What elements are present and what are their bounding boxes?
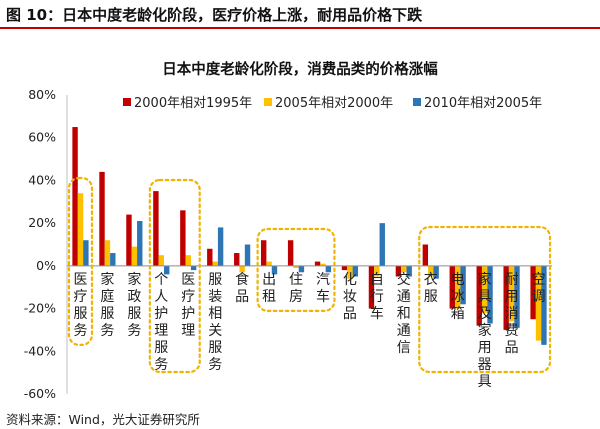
bar-3 <box>433 265 439 279</box>
legend-label-3: 2010年相对2005年 <box>424 96 542 111</box>
bar-3 <box>164 265 170 275</box>
y-tick-label: -60% <box>24 386 56 401</box>
bar-2 <box>104 240 111 266</box>
category-label: 家具及家用器具 <box>478 271 492 390</box>
bar-1 <box>234 253 240 266</box>
bar-2 <box>347 265 353 279</box>
bar-2 <box>185 255 191 266</box>
bar-2 <box>401 265 407 273</box>
bar-3 <box>271 265 278 275</box>
bar-3 <box>352 265 359 277</box>
bar-2 <box>481 265 488 313</box>
legend-label-2: 2005年相对2000年 <box>275 96 393 111</box>
bar-1 <box>99 171 105 266</box>
header-bar: 图 10：日本中度老龄化阶段，医疗价格上涨，耐用品价格下跌 <box>0 0 600 29</box>
bar-1 <box>395 265 402 277</box>
source-note: 资料来源：Wind，光大证券研究所 <box>6 412 200 427</box>
legend-swatch-3 <box>413 98 421 106</box>
category-label: 电冰箱 <box>451 272 465 322</box>
bar-3 <box>137 221 143 266</box>
bar-1 <box>287 240 294 266</box>
bar-1 <box>126 214 132 266</box>
bar-2 <box>158 255 165 266</box>
bar-2 <box>266 261 272 266</box>
bar-1 <box>207 248 213 266</box>
category-label: 自行车 <box>370 272 384 322</box>
bar-3 <box>110 253 116 266</box>
category-label: 食品 <box>235 271 249 305</box>
category-label: 化妆品 <box>343 272 357 322</box>
category-label: 医疗护理 <box>181 272 195 339</box>
bar-3 <box>514 265 520 328</box>
category-label: 服装相关服务 <box>208 272 222 373</box>
bar-3 <box>487 265 493 324</box>
bar-2 <box>428 265 434 277</box>
bar-1 <box>476 265 482 326</box>
bar-2 <box>77 193 84 266</box>
bar-3 <box>217 227 224 266</box>
bar-3 <box>460 265 466 305</box>
bar-2 <box>454 265 461 309</box>
highlight-box <box>67 176 94 346</box>
highlight-box <box>148 178 201 374</box>
category-label: 空调 <box>532 272 546 305</box>
bar-2 <box>535 265 542 341</box>
category-label: 衣服 <box>424 272 438 305</box>
y-tick-label: 20% <box>28 215 56 230</box>
y-tick-label: 40% <box>28 172 56 187</box>
highlight-box <box>256 227 336 312</box>
legend-swatch-1 <box>123 98 131 106</box>
bar-1 <box>368 265 375 309</box>
bar-1 <box>260 240 267 266</box>
bar-2 <box>508 265 515 322</box>
figure-title: 图 10：日本中度老龄化阶段，医疗价格上涨，耐用品价格下跌 <box>6 6 423 24</box>
y-tick-label: 60% <box>28 130 56 145</box>
bar-1 <box>449 265 455 309</box>
bar-2 <box>320 263 326 266</box>
bar-3 <box>83 240 89 266</box>
bar-2 <box>374 265 380 277</box>
legend-label-1: 2000年相对1995年 <box>134 96 252 111</box>
category-label: 家政服务 <box>127 271 141 339</box>
bar-2 <box>293 265 299 268</box>
bar-1 <box>153 191 159 266</box>
y-tick-label: -20% <box>24 301 56 316</box>
category-label: 交通和通信 <box>397 271 411 356</box>
y-tick-label: 80% <box>28 87 56 102</box>
y-tick-label: -40% <box>24 343 56 358</box>
legend-swatch-2 <box>264 98 272 106</box>
bar-2 <box>212 261 218 266</box>
bar-1 <box>530 265 536 320</box>
category-label: 个人护理服务 <box>154 272 168 373</box>
bar-2 <box>131 246 138 266</box>
bar-3 <box>244 244 251 266</box>
bar-3 <box>406 265 412 277</box>
bar-3 <box>298 265 305 273</box>
bar-2 <box>239 265 245 273</box>
bar-3 <box>379 223 385 266</box>
bar-1 <box>422 244 429 266</box>
bar-1 <box>341 265 348 271</box>
bar-3 <box>541 265 547 345</box>
bar-1 <box>180 210 186 266</box>
chart-title: 日本中度老龄化阶段，消费品类的价格涨幅 <box>162 62 438 78</box>
bar-1 <box>72 127 78 266</box>
category-label: 医疗服务 <box>73 272 87 339</box>
bar-1 <box>503 265 509 330</box>
highlight-box <box>418 225 552 374</box>
bar-1 <box>314 261 321 266</box>
category-label: 住房 <box>289 272 303 305</box>
y-tick-label: 0% <box>36 258 56 273</box>
category-label: 耐用消费品 <box>505 272 519 356</box>
category-label: 家庭服务 <box>100 271 114 339</box>
category-label: 出租 <box>262 272 276 305</box>
bar-3 <box>325 265 332 273</box>
bar-3 <box>190 265 197 271</box>
category-label: 汽车 <box>316 272 330 305</box>
